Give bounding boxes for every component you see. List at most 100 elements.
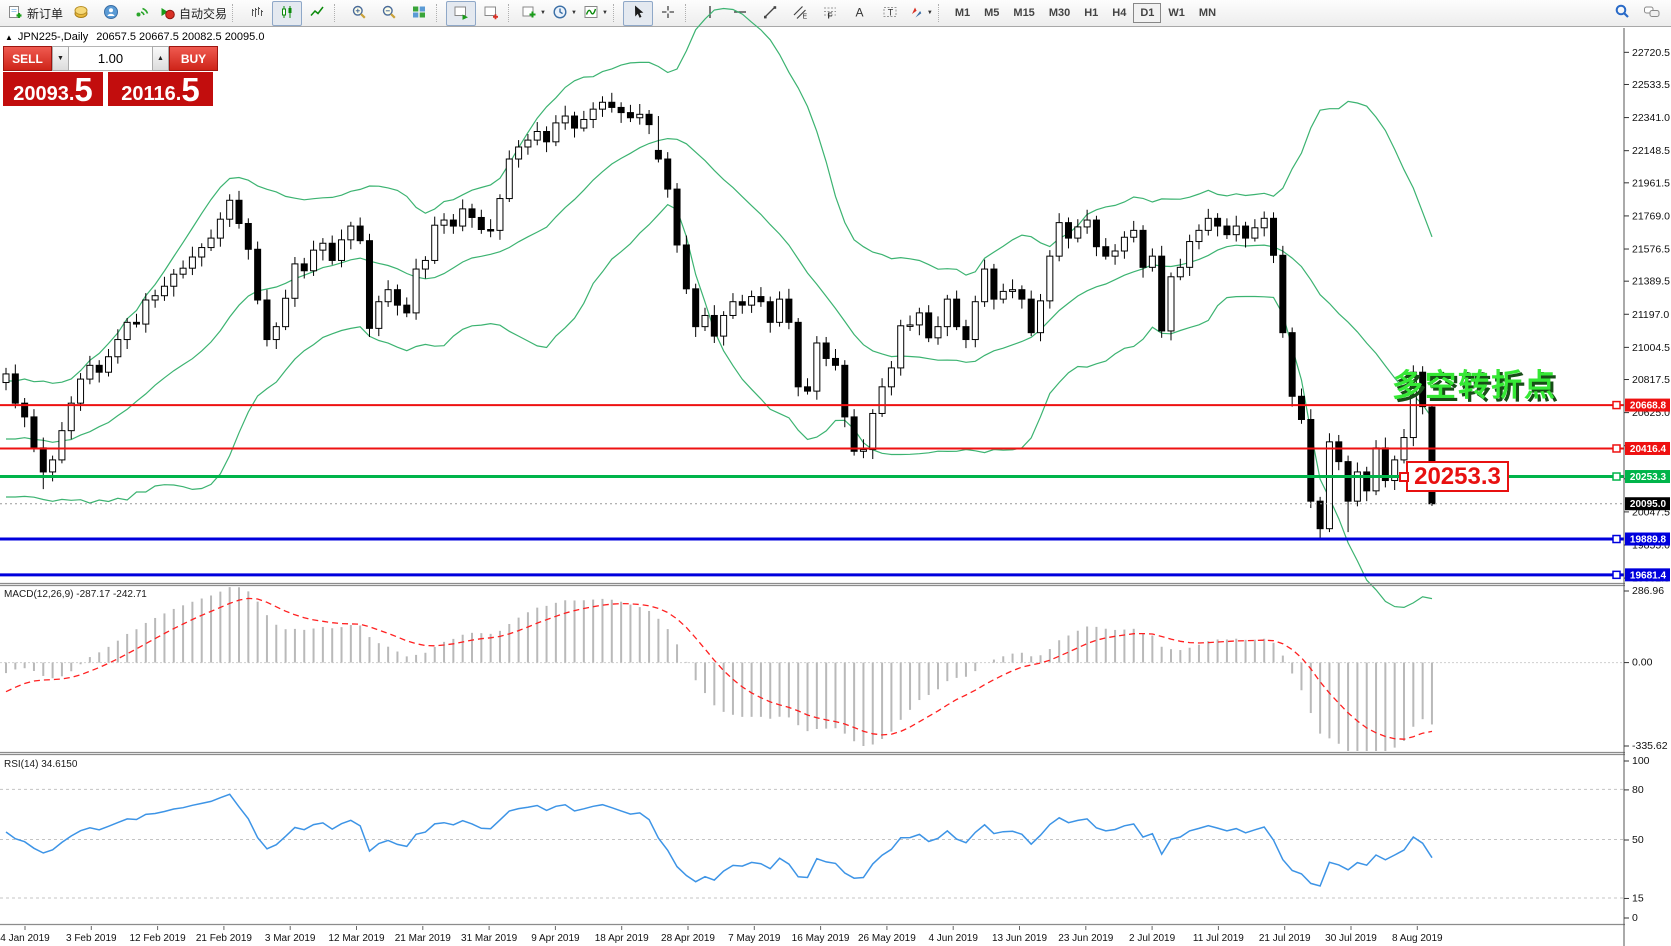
indicators-dropdown[interactable]: ▼ — [580, 1, 611, 26]
bar-chart-icon — [249, 4, 265, 23]
fibonacci-button[interactable]: F — [815, 1, 845, 26]
time-axis-label: 3 Feb 2019 — [66, 933, 117, 944]
zoom-out-button[interactable] — [374, 1, 404, 26]
level-anchor-marker[interactable] — [1612, 570, 1621, 580]
time-axis-label: 3 Mar 2019 — [265, 933, 316, 944]
cursor-button[interactable] — [622, 0, 653, 26]
zoom-out-icon — [381, 4, 397, 23]
arrows-dropdown[interactable]: ▼ — [905, 1, 936, 26]
level-anchor-marker[interactable] — [1612, 534, 1621, 544]
timeframe-w1-button[interactable]: W1 — [1161, 3, 1192, 23]
time-axis-label: 13 Jun 2019 — [992, 933, 1047, 944]
chat-button[interactable] — [1637, 1, 1667, 26]
market-button[interactable] — [66, 1, 96, 26]
periods-dropdown[interactable]: ▼ — [549, 1, 580, 26]
text-label-button[interactable]: T — [875, 1, 905, 26]
candles-layer — [2, 92, 1436, 539]
panel-toggle-icon[interactable]: ▲ — [5, 33, 13, 42]
svg-text:20095.0: 20095.0 — [1630, 499, 1667, 510]
rsi-line — [5, 793, 1433, 887]
buy-price-main: 20116 — [121, 83, 176, 105]
price-callout-anchor[interactable] — [1399, 472, 1409, 482]
volume-increase-button[interactable]: ▲ — [152, 46, 169, 71]
line-chart-icon — [309, 4, 325, 23]
sell-price-display[interactable]: 20093. 5 — [3, 72, 103, 106]
buy-price-display[interactable]: 20116. 5 — [108, 72, 213, 106]
new-order-button[interactable]: 新订单 — [4, 1, 66, 26]
svg-text:21576.5: 21576.5 — [1632, 244, 1670, 256]
timeframe-d1-button[interactable]: D1 — [1133, 3, 1162, 23]
volume-input[interactable] — [69, 47, 152, 70]
line-chart-button[interactable] — [302, 1, 332, 26]
time-axis-label: 9 Apr 2019 — [531, 933, 580, 944]
axis-price-tag — [1625, 441, 1670, 455]
autotrading-button[interactable]: 自动交易 — [156, 1, 230, 26]
chart-plot-area[interactable] — [0, 28, 1624, 583]
timeframe-mn-button[interactable]: MN — [1192, 3, 1223, 23]
timeframe-m1-button[interactable]: M1 — [948, 3, 977, 23]
channel-button[interactable]: E — [785, 1, 815, 26]
svg-text:22533.5: 22533.5 — [1632, 79, 1670, 91]
sell-button[interactable]: SELL — [3, 46, 52, 71]
rsi-name: RSI(14) — [4, 759, 39, 770]
timeframe-m15-button[interactable]: M15 — [1006, 3, 1041, 23]
zoom-in-button[interactable] — [344, 1, 374, 26]
channel-icon: E — [792, 4, 808, 23]
periods-clock-icon — [552, 4, 568, 23]
text-button[interactable]: A — [845, 1, 875, 26]
market-icon — [73, 4, 89, 23]
time-axis-label: 16 May 2019 — [792, 933, 850, 944]
buy-button[interactable]: BUY — [169, 46, 218, 71]
price-axis-labels: 22720.5 22533.5 22341.0 22148.5 21961.5 21769… — [1624, 47, 1670, 585]
svg-text:22148.5: 22148.5 — [1632, 145, 1670, 157]
bar-chart-button[interactable] — [242, 1, 272, 26]
time-axis-label: 4 Jan 2019 — [0, 933, 50, 944]
time-axis[interactable]: 4 Jan 2019 3 Feb 2019 12 Feb 2019 21 Feb 20… — [0, 926, 1443, 944]
new-order-label: 新订单 — [27, 6, 64, 21]
crosshair-button[interactable] — [653, 1, 683, 26]
timeframe-h1-button[interactable]: H1 — [1077, 3, 1105, 23]
auto-scroll-button[interactable] — [446, 0, 477, 26]
chart-shift-icon — [483, 4, 499, 23]
trendline-button[interactable] — [755, 1, 785, 26]
timeframe-h4-button[interactable]: H4 — [1105, 3, 1133, 23]
arrows-icon — [908, 4, 924, 23]
timeframe-m5-button[interactable]: M5 — [977, 3, 1006, 23]
time-axis-label: 31 Mar 2019 — [461, 933, 518, 944]
time-axis-label: 23 Jun 2019 — [1058, 933, 1113, 944]
svg-text:21961.5: 21961.5 — [1632, 177, 1670, 189]
chart-ohlc-readout: 20657.5 20667.5 20082.5 20095.0 — [96, 31, 265, 43]
svg-text:T: T — [888, 7, 894, 17]
crosshair-icon — [660, 4, 676, 23]
price-callout-annotation[interactable]: 20253.3 — [1406, 461, 1509, 492]
sell-price-dot: . — [68, 83, 75, 105]
buy-price-pips: 5 — [181, 71, 200, 108]
signals-button[interactable] — [126, 1, 156, 26]
time-axis-label: 12 Mar 2019 — [328, 933, 385, 944]
svg-text:F: F — [827, 11, 832, 20]
turning-point-annotation[interactable]: 多空转折点 — [1392, 368, 1557, 403]
price-axis-area[interactable] — [1625, 28, 1671, 946]
level-anchor-marker[interactable] — [1612, 400, 1621, 410]
macd-signal-line — [5, 597, 1433, 740]
tile-windows-button[interactable] — [404, 1, 434, 26]
vertical-line-button[interactable] — [695, 1, 725, 26]
search-button[interactable] — [1607, 1, 1637, 26]
level-anchor-marker[interactable] — [1612, 444, 1621, 453]
svg-text:80: 80 — [1632, 784, 1644, 796]
svg-text:20668.8: 20668.8 — [1630, 401, 1667, 412]
svg-text:20817.5: 20817.5 — [1632, 374, 1670, 386]
timeframe-m30-button[interactable]: M30 — [1042, 3, 1077, 23]
candlestick-chart-button[interactable] — [272, 0, 303, 26]
axis-price-tag — [1625, 398, 1670, 412]
svg-text:19681.4: 19681.4 — [1630, 570, 1667, 581]
volume-decrease-button[interactable]: ▼ — [52, 46, 69, 71]
new-chart-dropdown[interactable]: ▼ — [518, 1, 549, 26]
chart-shift-button[interactable] — [476, 1, 506, 26]
bollinger-lower-band — [6, 203, 1433, 609]
time-axis-label: 30 Jul 2019 — [1325, 933, 1377, 944]
search-icon — [1614, 3, 1631, 23]
text-icon: A — [852, 4, 868, 23]
community-button[interactable] — [96, 1, 126, 26]
